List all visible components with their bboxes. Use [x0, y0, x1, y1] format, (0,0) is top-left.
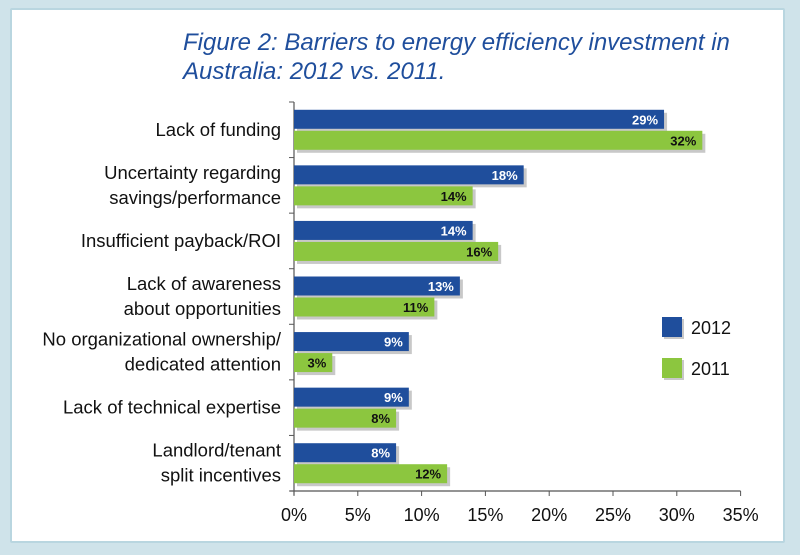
x-tick-label: 35%: [723, 505, 759, 525]
bar-2011-5: [294, 353, 333, 373]
bar-2011-6: [294, 408, 397, 428]
legend-swatch-2012: [662, 317, 682, 337]
data-label-2012: 14%: [441, 223, 467, 238]
data-label-2012: 8%: [371, 446, 390, 461]
category-label: Uncertainty regarding: [104, 162, 281, 183]
category-label: split incentives: [161, 465, 281, 486]
bar-2012-5: [294, 332, 409, 352]
category-label: Lack of awareness: [127, 273, 281, 294]
data-label-2011: 32%: [670, 133, 696, 148]
legend-label-2011: 2011: [691, 359, 730, 379]
chart-title: Figure 2: Barriers to energy efficiency …: [183, 29, 730, 85]
x-tick-label: 5%: [345, 505, 371, 525]
bar-2011-2: [294, 186, 473, 206]
category-label: Lack of funding: [156, 119, 281, 140]
bar-2012-2: [294, 165, 524, 185]
bar-2012-1: [294, 109, 665, 129]
category-label: Lack of technical expertise: [63, 397, 281, 418]
data-label-2012: 29%: [632, 112, 658, 127]
x-tick-label: 30%: [659, 505, 695, 525]
bar-2011-4: [294, 297, 435, 317]
data-label-2012: 13%: [428, 279, 454, 294]
bar-2012-4: [294, 276, 460, 296]
category-label: Landlord/tenant: [152, 440, 281, 461]
bar-2012-7: [294, 443, 397, 463]
x-tick-label: 15%: [467, 505, 503, 525]
data-label-2012: 18%: [492, 168, 518, 183]
bar-2012-6: [294, 387, 409, 407]
bar-2011-7: [294, 464, 448, 484]
x-tick-label: 10%: [404, 505, 440, 525]
data-label-2011: 12%: [415, 467, 441, 482]
data-label-2011: 16%: [466, 244, 492, 259]
x-tick-label: 25%: [595, 505, 631, 525]
data-label-2011: 14%: [441, 189, 467, 204]
data-label-2011: 8%: [371, 411, 390, 426]
bar-2011-1: [294, 130, 703, 150]
x-tick-label: 20%: [531, 505, 567, 525]
data-label-2012: 9%: [384, 390, 403, 405]
legend-swatch-2011: [662, 358, 682, 378]
legend-label-2012: 2012: [691, 318, 731, 338]
data-label-2011: 11%: [403, 300, 429, 315]
bar-2011-3: [294, 241, 499, 261]
data-label-2011: 3%: [307, 356, 326, 371]
data-label-2012: 9%: [384, 335, 403, 350]
category-label: dedicated attention: [125, 354, 281, 375]
category-label: Insufficient payback/ROI: [81, 230, 281, 251]
category-label: No organizational ownership/: [42, 329, 281, 350]
category-label: savings/performance: [109, 187, 281, 208]
x-tick-label: 0%: [281, 505, 307, 525]
bar-2012-3: [294, 220, 473, 240]
category-label: about opportunities: [124, 298, 281, 319]
